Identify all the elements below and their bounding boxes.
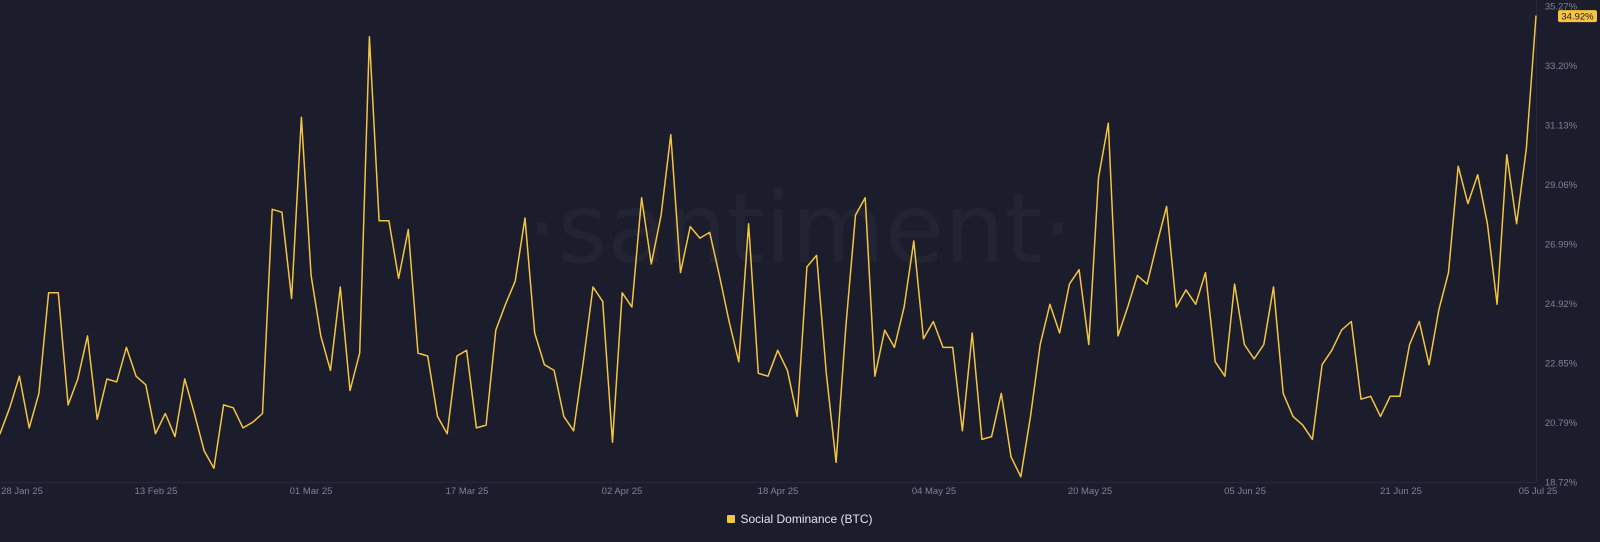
x-tick-label: 04 May 25	[912, 486, 956, 497]
y-tick-label: 18.72%	[1545, 478, 1578, 489]
x-tick-label: 20 May 25	[1068, 486, 1112, 497]
y-tick-label: 20.79%	[1545, 418, 1578, 429]
x-tick-label: 21 Jun 25	[1380, 486, 1422, 497]
current-value-badge	[1558, 10, 1597, 23]
y-tick-label: 22.85%	[1545, 359, 1578, 370]
y-tick-label: 24.92%	[1545, 299, 1578, 310]
legend-label: Social Dominance (BTC)	[740, 512, 873, 526]
watermark: ·santiment·	[527, 173, 1073, 285]
x-tick-label: 02 Apr 25	[602, 486, 643, 497]
series-line	[0, 15, 1537, 478]
x-tick-label: 05 Jun 25	[1224, 486, 1266, 497]
legend[interactable]: Social Dominance (BTC)	[0, 512, 1600, 526]
x-tick-label: 13 Feb 25	[135, 486, 178, 497]
x-tick-label: 18 Apr 25	[758, 486, 799, 497]
x-tick-label: 28 Jan 25	[1, 486, 43, 497]
y-tick-label: 33.20%	[1545, 61, 1578, 72]
y-tick-label: 26.99%	[1545, 240, 1578, 251]
x-tick-label: 05 Jul 25	[1519, 486, 1558, 497]
y-tick-label: 29.06%	[1545, 180, 1578, 191]
y-tick-label: 35.27%	[1545, 2, 1578, 13]
x-tick-label: 17 Mar 25	[446, 486, 489, 497]
legend-swatch	[727, 515, 736, 523]
y-tick-label: 31.13%	[1545, 121, 1578, 132]
x-tick-label: 01 Mar 25	[290, 486, 333, 497]
current-value-label: 34.92%	[1561, 12, 1594, 23]
